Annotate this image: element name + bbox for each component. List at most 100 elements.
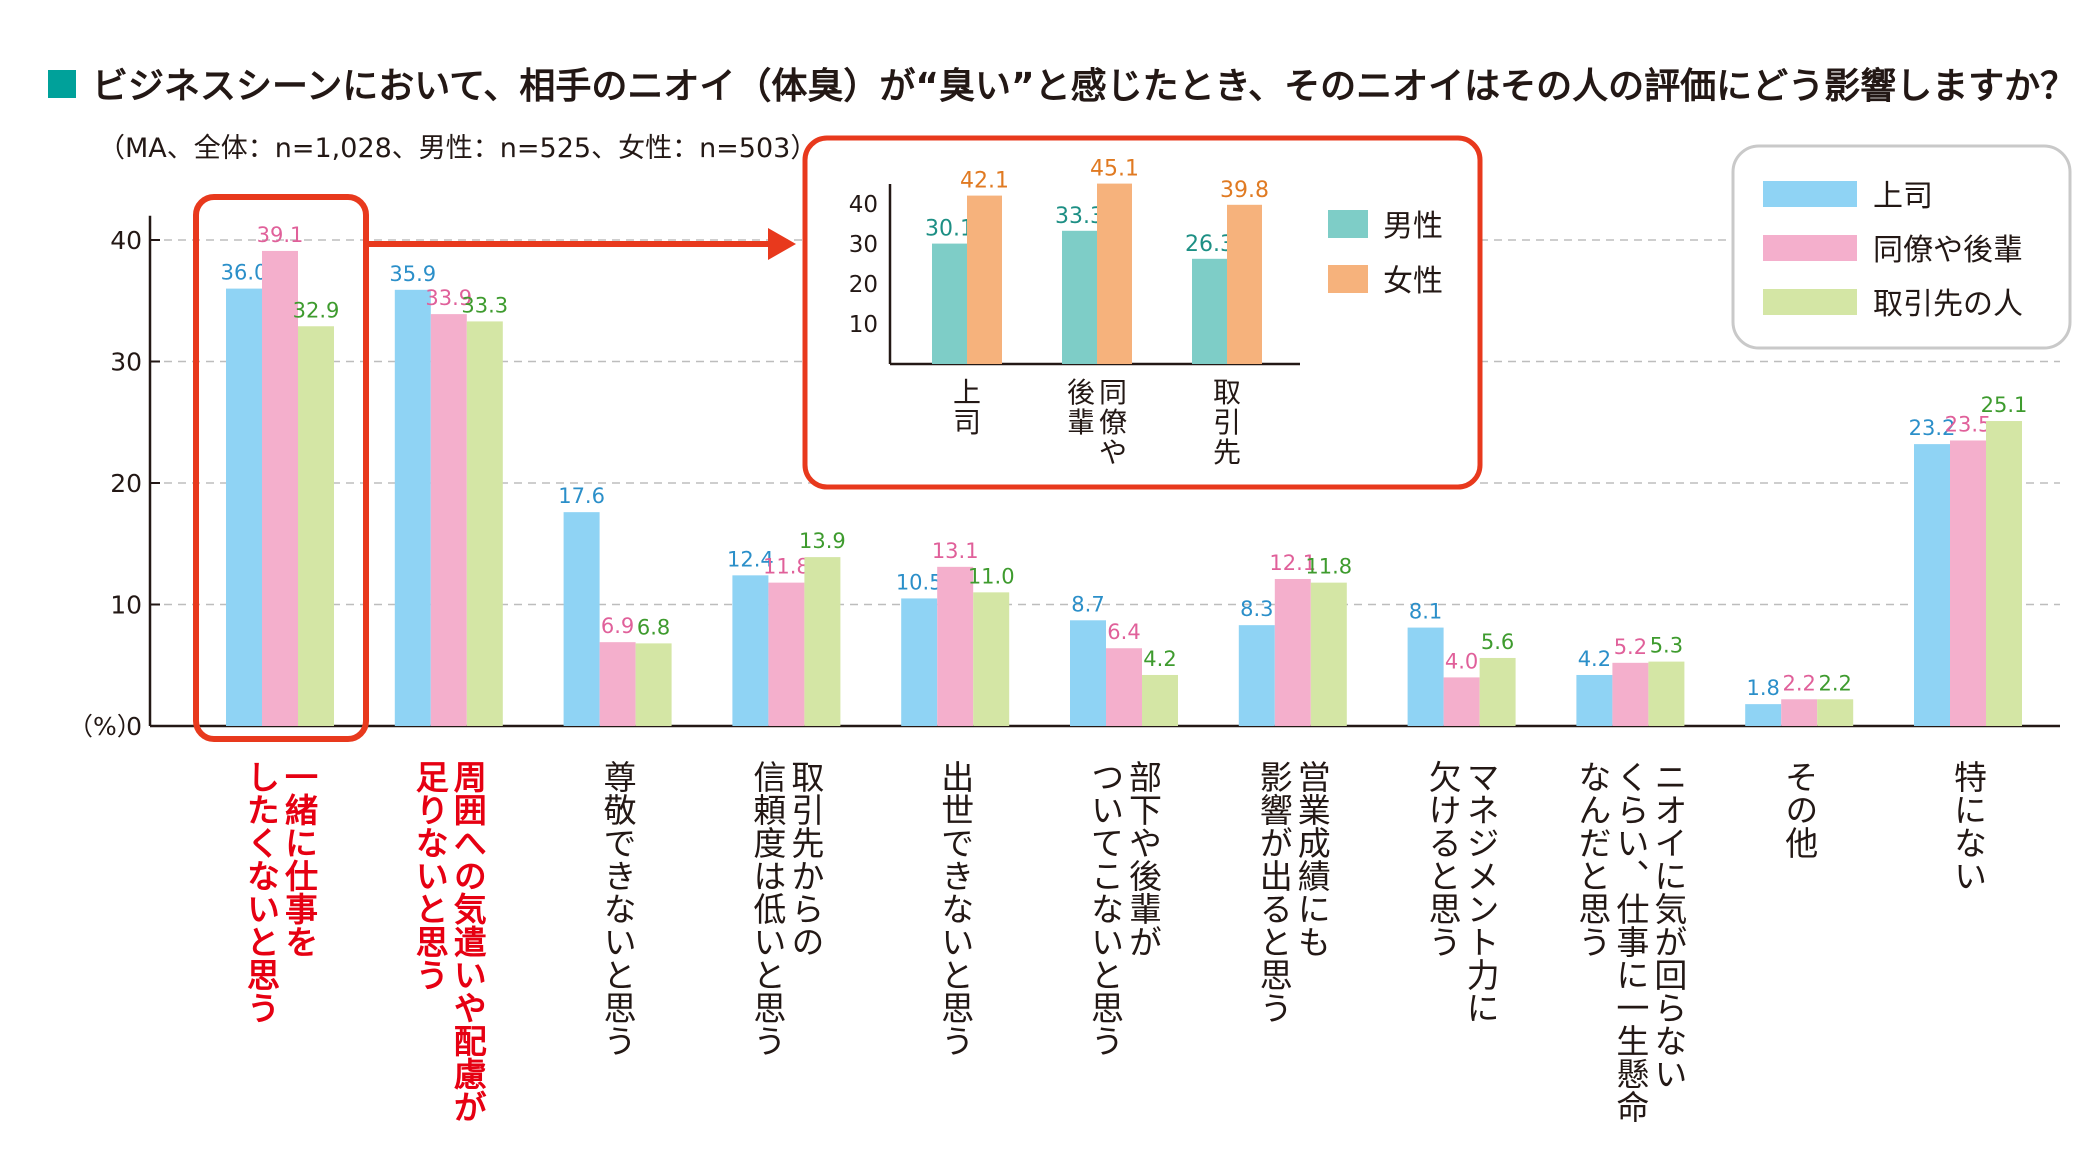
category-label: 一緒に仕事をしたくないと思う (242, 760, 319, 1024)
data-label: 8.1 (1409, 600, 1442, 624)
data-label: 2.2 (1818, 671, 1851, 695)
bar (973, 592, 1010, 726)
legend-label: 取引先の人 (1873, 287, 2023, 322)
inset-category-char: 先 (1213, 436, 1241, 469)
data-label: 36.0 (221, 261, 268, 285)
data-label: 17.6 (558, 484, 605, 508)
bar (1142, 674, 1178, 726)
inset-bar (967, 195, 1002, 364)
bar (226, 288, 262, 726)
category-label-line: 尊敬できないと思う (598, 760, 637, 1057)
bar (1576, 674, 1613, 726)
data-label: 4.2 (1578, 647, 1611, 671)
main-bars: 36.039.132.935.933.933.317.66.9 6.812.411… (221, 223, 2028, 726)
inset-category-char: 輩 (1067, 406, 1095, 439)
inset-category-label: 取引先 (1213, 376, 1241, 469)
bar (262, 250, 298, 726)
data-label: 32.9 (293, 298, 340, 322)
data-label: 8.3 (1240, 597, 1273, 621)
inset-legend-swatch (1328, 265, 1368, 293)
inset-legend-label: 男性 (1383, 209, 1443, 244)
inset-category-char: 僚 (1099, 406, 1127, 439)
category-label: 部下や後輩がついてこないと思う (1086, 760, 1163, 1057)
data-label: 2.2 (1782, 671, 1815, 695)
data-label: 23.2 (1909, 416, 1956, 440)
category-label: マネジメント力に欠けると思う (1423, 760, 1500, 1024)
bar (466, 321, 503, 726)
inset-category-char: 司 (953, 406, 981, 439)
inset-category-label: 同僚や後輩 (1067, 376, 1127, 469)
category-label-line: その他 (1780, 760, 1819, 859)
category-label: ニオイに気が回らないくらい、仕事に一生懸命なんだと思う (1573, 760, 1688, 1123)
inset-category-char: 取 (1213, 376, 1241, 409)
chart-title: ビジネスシーンにおいて、相手のニオイ（体臭）が“臭い”と感じたとき、そのニオイは… (92, 65, 2076, 107)
legend-label: 同僚や後輩 (1873, 233, 2023, 268)
category-label: 周囲への気遣いや配慮が足りないと思う (410, 760, 487, 1123)
bar (599, 642, 636, 726)
category-label-line: したくないと思う (242, 760, 281, 1024)
bar (1274, 578, 1311, 726)
inset-data-label: 42.1 (960, 169, 1009, 194)
legend-swatch (1763, 235, 1857, 261)
category-label: 出世できないと思う (936, 760, 975, 1057)
data-label: 33.9 (425, 286, 472, 310)
data-label: 12.1 (1269, 551, 1316, 575)
bar (1407, 627, 1444, 726)
bar (1310, 582, 1347, 726)
inset-category-label: 上司 (953, 376, 981, 439)
data-label: 23.5 (1945, 412, 1992, 436)
bar (1950, 440, 1986, 726)
category-label-line: 影響が出ると思う (1254, 760, 1293, 1024)
data-label: 25.1 (1981, 393, 2028, 417)
data-label: 6.4 (1107, 620, 1140, 644)
inset-bar (1192, 258, 1227, 364)
category-label-line: 特にない (1949, 760, 1988, 892)
inset-legend-label: 女性 (1383, 264, 1443, 299)
bar (1238, 625, 1275, 726)
inset-data-label: 45.1 (1090, 157, 1139, 182)
data-label: 11.0 (968, 564, 1015, 588)
category-label-line: 信頼度は低いと思う (748, 760, 787, 1057)
category-label-line: ニオイに気が回らない (1649, 760, 1688, 1090)
category-label: 取引先からの信頼度は低いと思う (748, 760, 825, 1057)
data-label: 5.6 (1481, 630, 1514, 654)
inset-y-tick-label: 30 (849, 232, 878, 258)
category-label-line: ついてこないと思う (1086, 760, 1125, 1057)
bar (1443, 677, 1480, 726)
data-label: 12.4 (727, 547, 774, 571)
inset-category-char: 後 (1067, 376, 1095, 409)
bar (1781, 699, 1818, 726)
data-label: 11.8 (1305, 555, 1352, 579)
inset-data-label: 30.1 (925, 217, 974, 242)
data-label: 8.7 (1071, 592, 1104, 616)
data-label: 6.9 (601, 614, 634, 638)
highlight-frame (193, 194, 369, 742)
data-label: 10.5 (896, 570, 943, 594)
inset-bars: 30.1 42.1 33.3 45.1 26.3 39.8 (925, 157, 1269, 364)
bar (1070, 620, 1106, 726)
bar (635, 643, 672, 726)
bar (1745, 704, 1782, 726)
inset-data-label: 33.3 (1055, 204, 1104, 229)
inset-bar (1097, 183, 1132, 364)
bar (768, 582, 805, 726)
category-label-line: くらい、仕事に一生懸命 (1611, 760, 1650, 1123)
inset-frame (802, 135, 1483, 490)
inset-legend-swatch (1328, 210, 1368, 238)
bar (732, 575, 769, 726)
inset-category-char: 上 (953, 376, 981, 409)
legend-swatch (1763, 181, 1857, 207)
data-label: 39.1 (257, 223, 304, 247)
legend-label: 上司 (1873, 179, 1933, 214)
bar (298, 326, 334, 726)
highlight-arrow-head (768, 228, 796, 260)
y-axis-unit: （%） (68, 712, 142, 741)
category-label-line: 営業成績にも (1292, 760, 1331, 958)
bar (1914, 444, 1950, 726)
bar (563, 512, 600, 726)
category-label-line: 部下や後輩が (1124, 760, 1163, 958)
data-label: 11.8 (763, 555, 810, 579)
bar (937, 566, 974, 726)
inset-bar (932, 243, 967, 364)
